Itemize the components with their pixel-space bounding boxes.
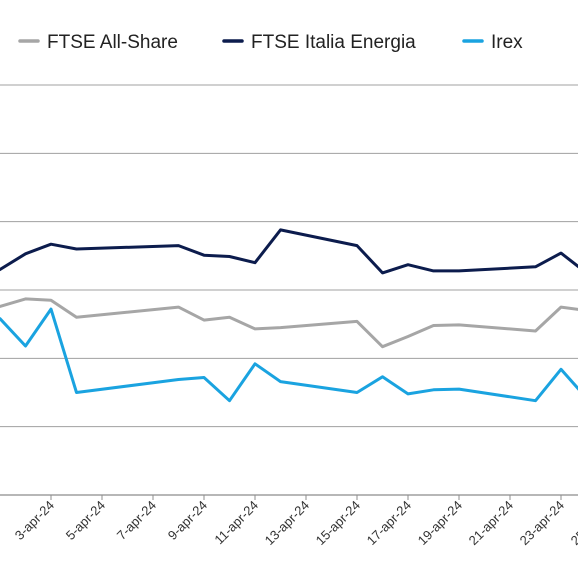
x-tick-label: 21-apr-24 bbox=[466, 498, 516, 548]
x-tick-label: 15-apr-24 bbox=[313, 498, 363, 548]
x-tick-label: 23-apr-24 bbox=[517, 498, 567, 548]
series-line bbox=[0, 307, 578, 403]
x-tick-label: 17-apr-24 bbox=[364, 498, 414, 548]
legend-label: Irex bbox=[491, 32, 523, 53]
x-tick-label: 19-apr-24 bbox=[415, 498, 465, 548]
x-tick-label: 3-apr-24 bbox=[12, 498, 57, 543]
gridlines bbox=[0, 84, 578, 428]
x-tick-label: 13-apr-24 bbox=[262, 498, 312, 548]
x-tick-labels: 3-apr-24 5-apr-24 7-apr-24 9-apr-24 11-apr-2… bbox=[12, 498, 578, 548]
x-tick-label: 5-apr-24 bbox=[63, 498, 108, 543]
series-line bbox=[0, 297, 578, 349]
x-tick-label: 25-apr-24 bbox=[568, 498, 578, 548]
x-axis bbox=[0, 494, 578, 500]
legend-label: FTSE Italia Energia bbox=[251, 32, 416, 53]
series-lines bbox=[0, 228, 578, 403]
x-tick-label: 11-apr-24 bbox=[211, 498, 261, 548]
series-line bbox=[0, 228, 578, 275]
legend-label: FTSE All-Share bbox=[47, 32, 178, 53]
legend: FTSE All-Share FTSE Italia Energia Irex bbox=[18, 32, 523, 53]
x-tick-label: 9-apr-24 bbox=[165, 498, 210, 543]
x-tick-label: 7-apr-24 bbox=[114, 498, 159, 543]
